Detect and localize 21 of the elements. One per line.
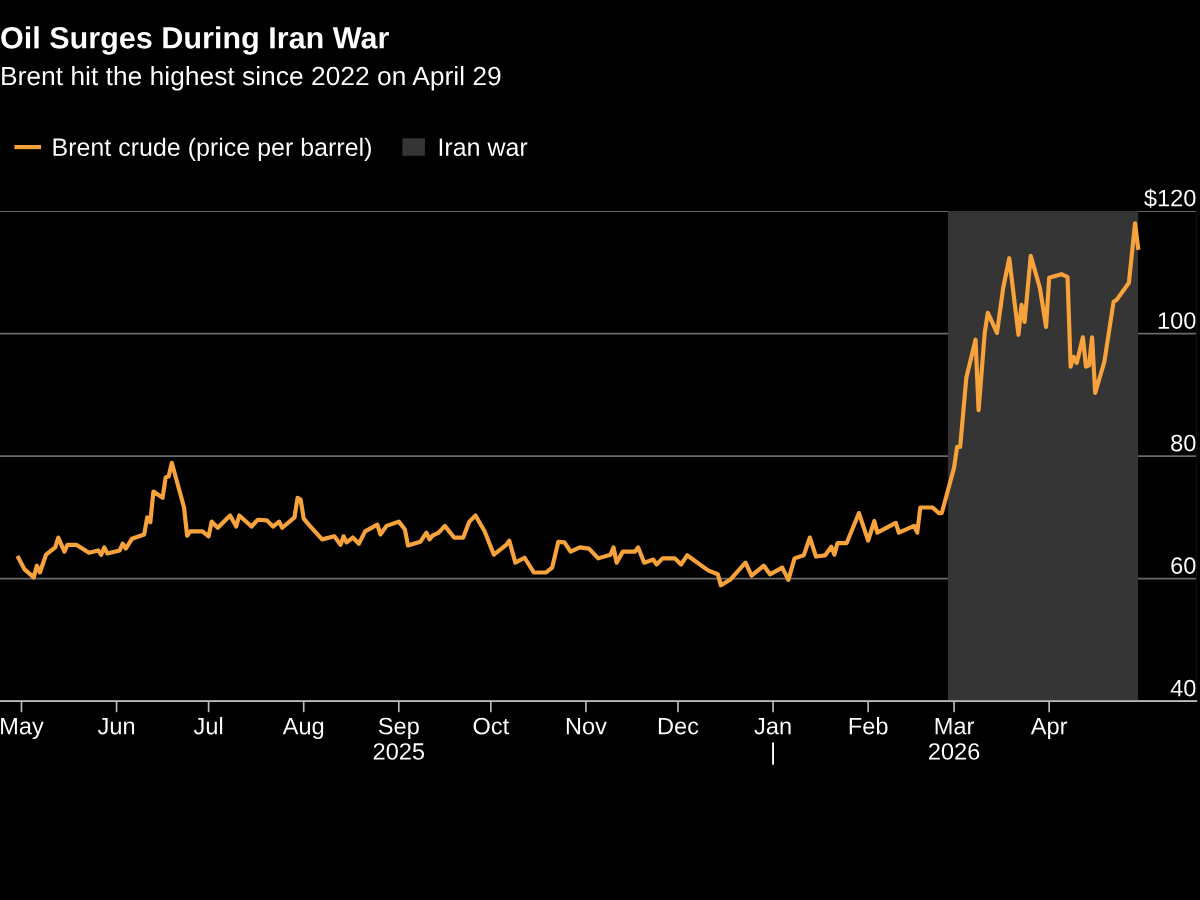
y-tick-label: 60 bbox=[1171, 557, 1196, 574]
y-tick-label: 80 bbox=[1171, 434, 1196, 452]
x-tick-label: Apr bbox=[1030, 717, 1068, 740]
legend-label: Iran war bbox=[439, 138, 528, 157]
y-tick-label: 40 bbox=[1170, 679, 1196, 697]
x-tick-label: Aug bbox=[282, 717, 324, 740]
x-tick-label: Jul bbox=[193, 717, 223, 735]
y-tick-label: $120 bbox=[1144, 188, 1196, 208]
x-tick-label: Nov bbox=[566, 717, 607, 735]
x-tick-label: Feb bbox=[849, 717, 888, 735]
chart-title: Oil Surges During Iran War bbox=[1, 26, 389, 55]
x-tick-label: May bbox=[1, 717, 44, 740]
x-tick-label: Mar 2026 bbox=[928, 717, 980, 760]
chart-subtitle: Brent hit the highest since 2022 on April 29 bbox=[2, 66, 501, 91]
x-tick-label: Sep 2025 bbox=[373, 717, 425, 760]
x-tick-label: Dec bbox=[658, 717, 699, 735]
y-tick-label: 100 bbox=[1158, 312, 1196, 329]
x-tick-label: Oct bbox=[473, 717, 510, 735]
x-tick-label: Jun bbox=[97, 717, 135, 735]
legend-label: Brent crude (price per barrel) bbox=[53, 137, 371, 161]
x-tick-label: Jan | bbox=[754, 717, 791, 765]
